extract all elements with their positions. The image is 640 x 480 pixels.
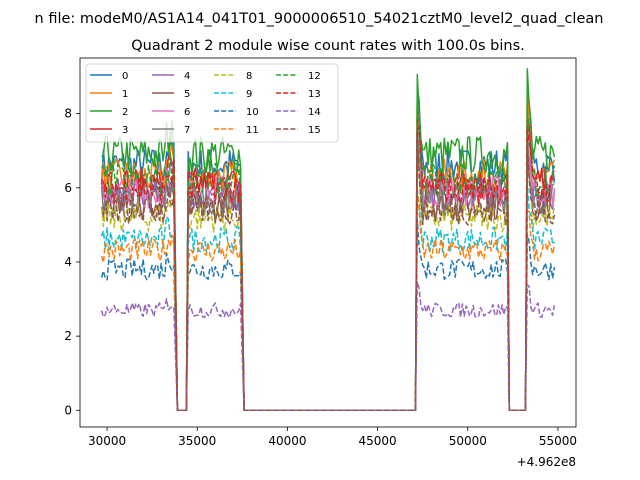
y-tick-label: 8	[64, 107, 72, 121]
legend-label-14: 14	[308, 107, 321, 118]
legend-label-15: 15	[308, 125, 321, 136]
legend-label-13: 13	[308, 89, 321, 100]
series-line-10	[100, 219, 556, 412]
legend-label-12: 12	[308, 71, 321, 82]
series-line-9	[100, 180, 555, 412]
legend-label-8: 8	[246, 71, 252, 82]
x-offset-label: +4.962e8	[517, 455, 576, 469]
plot-frame	[79, 57, 577, 428]
x-tick-label: 30000	[88, 434, 126, 448]
chart-suptitle: n file: modeM0/AS1A14_041T01_9000006510_…	[35, 11, 604, 27]
legend-label-5: 5	[184, 89, 190, 100]
series-line-4	[100, 138, 556, 412]
legend-label-11: 11	[246, 125, 259, 136]
legend-label-1: 1	[122, 89, 128, 100]
legend-label-2: 2	[122, 107, 128, 118]
y-tick-label: 2	[64, 329, 72, 343]
chart-title: Quadrant 2 module wise count rates with …	[131, 38, 525, 54]
series-line-12	[101, 105, 556, 412]
series-line-15	[101, 136, 556, 412]
y-tick-label: 6	[64, 181, 72, 195]
legend-frame	[85, 63, 339, 143]
legend-label-10: 10	[246, 107, 259, 118]
series-layer	[100, 68, 556, 412]
series-line-11	[100, 191, 556, 412]
legend-label-0: 0	[122, 71, 128, 82]
x-tick-label: 50000	[449, 434, 487, 448]
x-tick-label: 35000	[178, 434, 216, 448]
legend-label-6: 6	[184, 107, 190, 118]
series-line-0	[100, 84, 556, 412]
legend-label-7: 7	[184, 125, 190, 136]
legend-label-9: 9	[246, 89, 252, 100]
x-tick-label: 40000	[268, 434, 306, 448]
series-line-13	[100, 126, 555, 412]
y-tick-label: 4	[64, 255, 72, 269]
legend-label-3: 3	[122, 125, 128, 136]
y-tick-label: 0	[64, 403, 72, 417]
x-tick-label: 55000	[539, 434, 577, 448]
y-axis: 0 2 4 6 8	[64, 107, 80, 417]
x-tick-label: 45000	[359, 434, 397, 448]
legend-label-4: 4	[184, 71, 190, 82]
series-line-14	[100, 280, 556, 412]
x-axis: 30000 35000 40000 45000 50000 55000	[88, 427, 577, 448]
series-line-5	[100, 136, 555, 412]
